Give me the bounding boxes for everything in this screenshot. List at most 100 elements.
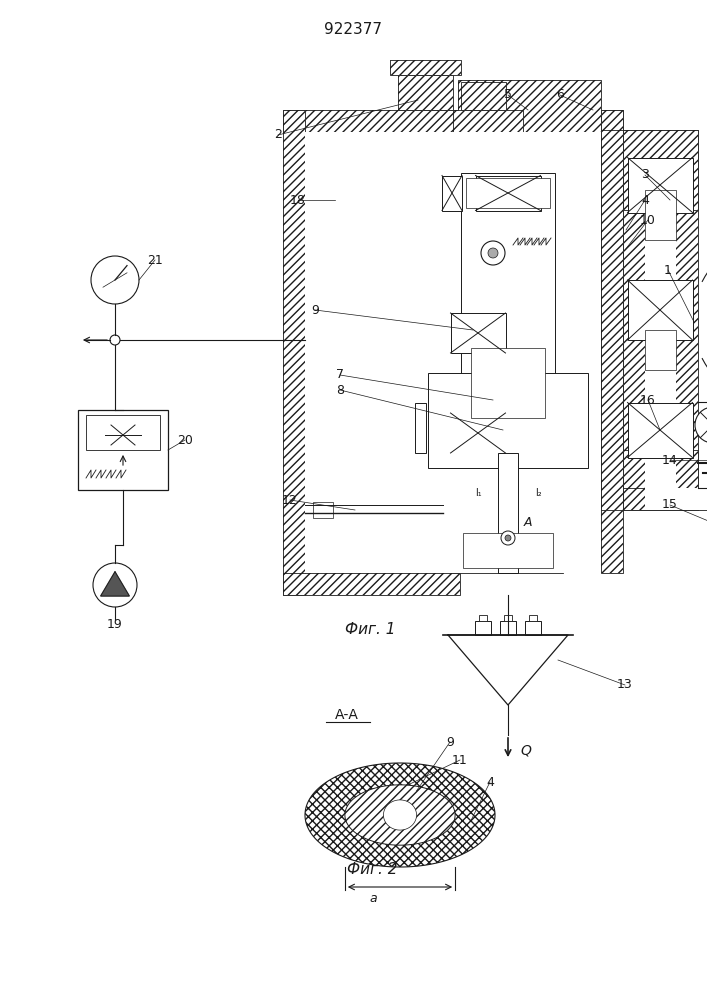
Bar — [645, 488, 707, 510]
Text: Фиг. 2: Фиг. 2 — [346, 862, 397, 878]
Text: 11: 11 — [452, 754, 468, 766]
Bar — [498, 453, 518, 573]
Bar — [645, 182, 676, 488]
Bar — [601, 110, 623, 573]
Text: 12: 12 — [282, 493, 298, 506]
Text: 19: 19 — [107, 618, 123, 632]
Bar — [388, 776, 412, 794]
Bar — [623, 130, 698, 510]
Text: 13: 13 — [617, 678, 633, 692]
Bar — [498, 453, 503, 573]
Bar — [413, 398, 428, 458]
Text: 21: 21 — [147, 253, 163, 266]
Bar — [513, 453, 518, 573]
Bar — [500, 621, 516, 635]
Bar — [442, 176, 462, 211]
Circle shape — [110, 335, 120, 345]
Bar — [305, 132, 601, 573]
Bar — [513, 453, 518, 573]
Circle shape — [501, 531, 515, 545]
Bar — [283, 110, 305, 595]
Bar — [413, 398, 428, 458]
Text: 5: 5 — [504, 89, 512, 102]
Bar — [555, 173, 573, 453]
Bar — [398, 75, 453, 110]
Bar — [453, 528, 563, 573]
Text: 20: 20 — [177, 434, 193, 446]
Bar — [450, 413, 506, 453]
Bar — [623, 130, 698, 210]
Bar — [283, 573, 460, 595]
Bar — [463, 533, 553, 568]
Circle shape — [481, 241, 505, 265]
Text: 2: 2 — [274, 128, 282, 141]
Text: 9: 9 — [311, 304, 319, 316]
Bar — [78, 410, 168, 490]
Polygon shape — [345, 785, 455, 845]
Bar — [623, 450, 698, 510]
Bar — [461, 82, 506, 110]
Text: А: А — [524, 516, 532, 530]
Bar — [479, 615, 487, 621]
Circle shape — [695, 407, 707, 443]
Text: 15: 15 — [662, 498, 678, 512]
Bar — [86, 415, 160, 450]
Polygon shape — [305, 763, 495, 867]
Bar — [453, 528, 563, 573]
Text: Q: Q — [520, 743, 531, 757]
Polygon shape — [100, 572, 129, 596]
Bar — [443, 173, 461, 453]
Bar — [443, 173, 461, 453]
Circle shape — [505, 535, 511, 541]
Bar — [453, 110, 523, 132]
Bar — [428, 453, 588, 468]
Bar — [283, 573, 460, 595]
Bar — [283, 110, 623, 132]
Text: 4: 4 — [486, 776, 494, 788]
Bar — [525, 621, 541, 635]
Bar — [313, 502, 333, 518]
Text: 10: 10 — [640, 214, 656, 227]
Bar — [628, 402, 692, 458]
Text: l₁: l₁ — [474, 488, 481, 498]
Text: a: a — [369, 892, 377, 905]
Bar — [443, 148, 573, 173]
Bar — [504, 615, 512, 621]
Text: 9: 9 — [446, 736, 454, 748]
Text: 18: 18 — [290, 194, 306, 207]
Bar — [461, 82, 506, 110]
Circle shape — [488, 248, 498, 258]
Polygon shape — [383, 800, 416, 830]
Bar — [628, 280, 692, 340]
Bar — [623, 488, 707, 510]
Bar — [466, 178, 550, 208]
Bar — [428, 373, 588, 388]
Bar — [623, 130, 698, 510]
Bar — [283, 110, 623, 132]
Bar — [461, 343, 555, 423]
Bar — [645, 190, 676, 240]
Circle shape — [93, 563, 137, 607]
Circle shape — [91, 256, 139, 304]
Text: 3: 3 — [641, 168, 649, 182]
Bar — [623, 450, 698, 510]
Bar — [498, 453, 503, 573]
Bar — [388, 776, 412, 794]
Bar — [450, 313, 506, 353]
Bar — [623, 130, 698, 210]
Bar — [461, 173, 555, 213]
Text: Фиг. 1: Фиг. 1 — [345, 622, 395, 638]
Bar — [443, 148, 573, 173]
Bar — [458, 80, 601, 132]
Text: 922377: 922377 — [324, 22, 382, 37]
Bar — [398, 75, 453, 110]
Bar — [628, 157, 692, 213]
Bar — [461, 173, 555, 453]
Bar — [458, 80, 601, 132]
Text: А-А: А-А — [335, 708, 359, 722]
Bar — [555, 173, 573, 453]
Bar — [601, 110, 623, 573]
Bar — [645, 330, 676, 370]
Bar — [601, 130, 623, 510]
Bar — [475, 621, 491, 635]
